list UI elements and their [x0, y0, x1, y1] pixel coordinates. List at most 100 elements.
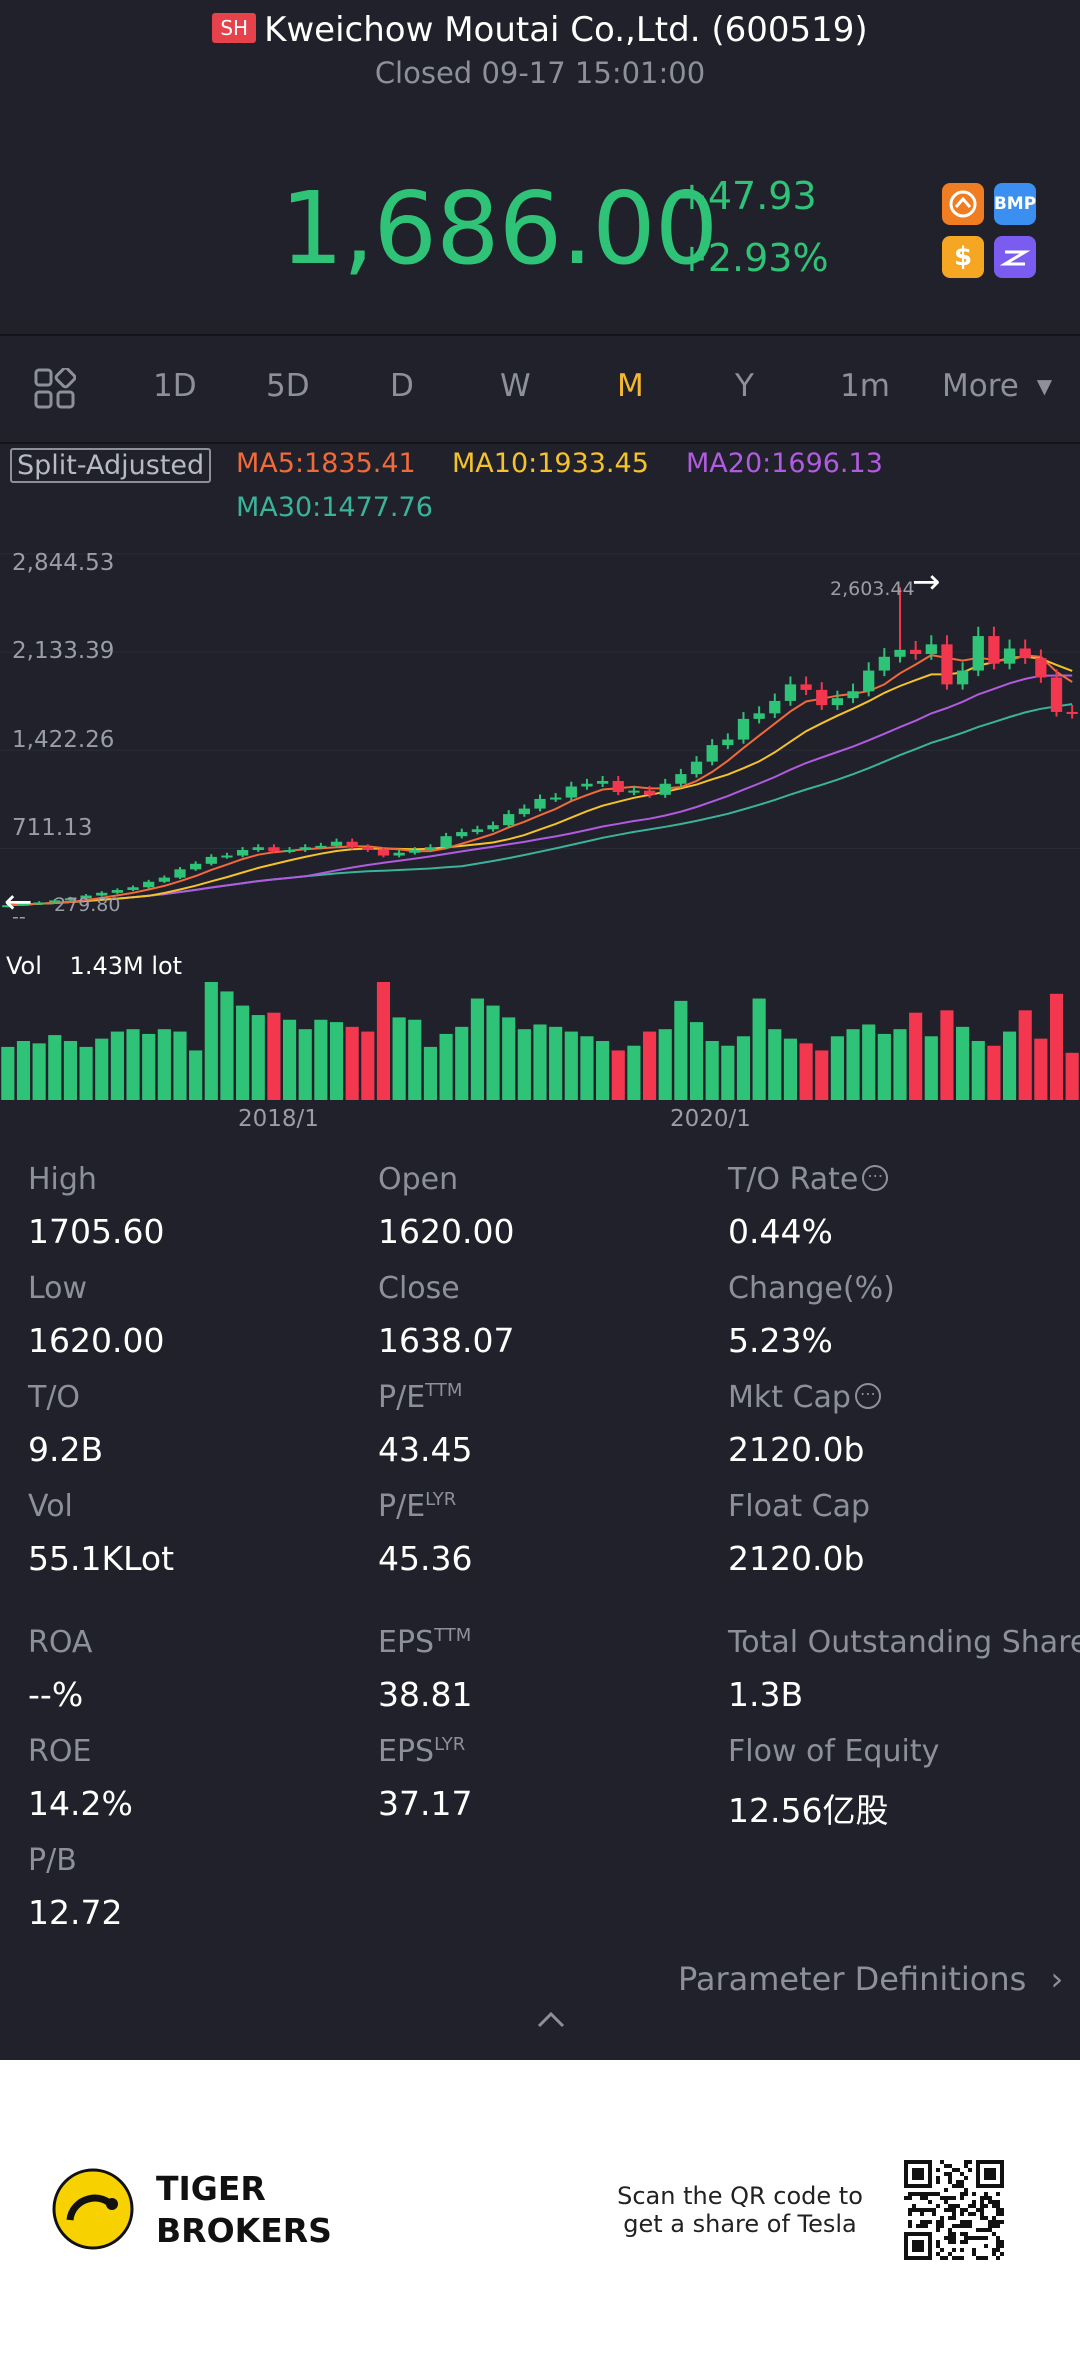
bmp-icon[interactable]: BMP [994, 183, 1036, 225]
candle [33, 902, 45, 905]
stock-name: Kweichow Moutai Co.,Ltd. (600519) [264, 10, 868, 50]
split-adjusted-toggle[interactable]: Split-Adjusted [10, 448, 212, 483]
market-status: Closed 09-17 15:01:00 [374, 56, 706, 90]
volume-bar [642, 1031, 657, 1100]
ma20-line [7, 674, 1073, 907]
tab-more[interactable]: More ▼ [942, 368, 1052, 404]
stat-label-text: P/E [378, 1380, 426, 1415]
stat-label-p-e-ttm: P/ETTM [378, 1380, 462, 1415]
candle [315, 845, 327, 848]
parameter-definitions-link[interactable]: Parameter Definitions › [678, 1960, 1063, 1998]
volume-bar [846, 1029, 860, 1100]
app-icon-orange[interactable] [942, 183, 984, 225]
stat-value-p-e-lyr: 45.36 [378, 1539, 473, 1578]
candle [2, 905, 14, 908]
purple-app-icon[interactable] [994, 236, 1036, 278]
chevron-up-icon[interactable] [536, 2004, 566, 2034]
volume-bar [110, 1031, 124, 1100]
candle [550, 797, 562, 800]
volume-bar [611, 1050, 625, 1100]
stat-label-text: Change(%) [728, 1271, 895, 1306]
stat-label-suffix: TTM [434, 1625, 472, 1646]
stat-label-suffix: LYR [425, 1489, 457, 1510]
parameter-definitions-label: Parameter Definitions [678, 1960, 1027, 1998]
stat-label-text: Mkt Cap [728, 1380, 851, 1415]
tab-d[interactable]: D [390, 368, 414, 404]
candle [205, 856, 217, 864]
stat-value-change: 5.23% [728, 1321, 833, 1360]
arrow-left-icon: ← [4, 882, 33, 922]
candle [111, 890, 124, 893]
volume-bar [204, 982, 218, 1100]
candle [784, 684, 797, 701]
candlestick-chart[interactable] [0, 540, 1080, 940]
stat-value-roe: 14.2% [28, 1784, 133, 1823]
volume-bar [345, 1026, 359, 1100]
stat-label-text: T/O [28, 1380, 81, 1415]
stat-label-text: Flow of Equity [728, 1734, 940, 1769]
tab-5d[interactable]: 5D [266, 368, 310, 404]
stat-label-vol: Vol [28, 1489, 73, 1524]
volume-bar [815, 1050, 829, 1100]
volume-bar [267, 1012, 281, 1100]
candle [299, 847, 311, 851]
volume-bar [173, 1031, 187, 1100]
tab-y[interactable]: Y [735, 368, 754, 404]
ma10-line [7, 655, 1073, 907]
stat-label-t-o: T/O [28, 1380, 80, 1415]
stat-value-roa: --% [28, 1675, 84, 1714]
volume-bar [486, 1005, 500, 1100]
candle [722, 739, 734, 746]
stat-label-roe: ROE [28, 1734, 91, 1769]
candle [1019, 648, 1031, 659]
candle [1003, 648, 1016, 664]
stat-label-suffix: LYR [434, 1734, 466, 1755]
price-change-percent: +2.93% [676, 236, 829, 280]
info-icon[interactable]: ⋯ [862, 1164, 889, 1191]
stat-label-p-b: P/B [28, 1843, 77, 1878]
volume-bar [1049, 993, 1064, 1100]
candle [346, 841, 358, 848]
ma30-label: MA30:1477.76 [236, 492, 433, 523]
volume-bar [658, 1029, 672, 1100]
tab-1m[interactable]: 1m [840, 368, 890, 404]
tab-m[interactable]: M [617, 368, 644, 404]
qr-code [904, 2160, 1004, 2260]
candle [737, 718, 750, 740]
candle [330, 841, 343, 846]
tab-w[interactable]: W [500, 368, 531, 404]
volume-bar [142, 1033, 156, 1100]
candle [377, 850, 390, 856]
candle [581, 783, 593, 787]
volume-bar [439, 1033, 453, 1100]
candle [393, 852, 405, 856]
volume-bar [705, 1041, 719, 1100]
volume-bar [470, 998, 484, 1100]
stat-label-text: Float Cap [728, 1489, 871, 1524]
volume-bar [783, 1038, 798, 1100]
volume-bar [423, 1046, 438, 1100]
candle [565, 786, 577, 798]
x-tick: 2018/1 [238, 1106, 319, 1132]
volume-bar [95, 1038, 109, 1100]
y-tick: 2,844.53 [12, 550, 115, 576]
chart-layout-icon[interactable] [34, 368, 76, 410]
stat-label-text: High [28, 1162, 97, 1197]
candle [769, 700, 781, 714]
stat-value-mkt-cap: 2120.0b [728, 1430, 865, 1469]
stat-label-total-outstanding-shares: Total Outstanding Shares [728, 1625, 1080, 1660]
candle [174, 869, 186, 878]
volume-chart[interactable] [0, 982, 1080, 1100]
info-icon[interactable]: ⋯ [854, 1382, 881, 1409]
last-price: 1,686.00 [280, 170, 718, 287]
candle [471, 829, 484, 833]
dollar-icon[interactable]: $ [942, 236, 984, 278]
ma10-label: MA10:1933.45 [452, 448, 649, 479]
stat-label-text: EPS [378, 1734, 435, 1769]
tab-1d[interactable]: 1D [153, 368, 197, 404]
candle [362, 847, 374, 851]
stat-label-text: EPS [378, 1625, 435, 1660]
tab-more-label: More [942, 368, 1019, 404]
stat-label-text: T/O Rate [728, 1162, 859, 1197]
volume-bar [752, 998, 766, 1100]
